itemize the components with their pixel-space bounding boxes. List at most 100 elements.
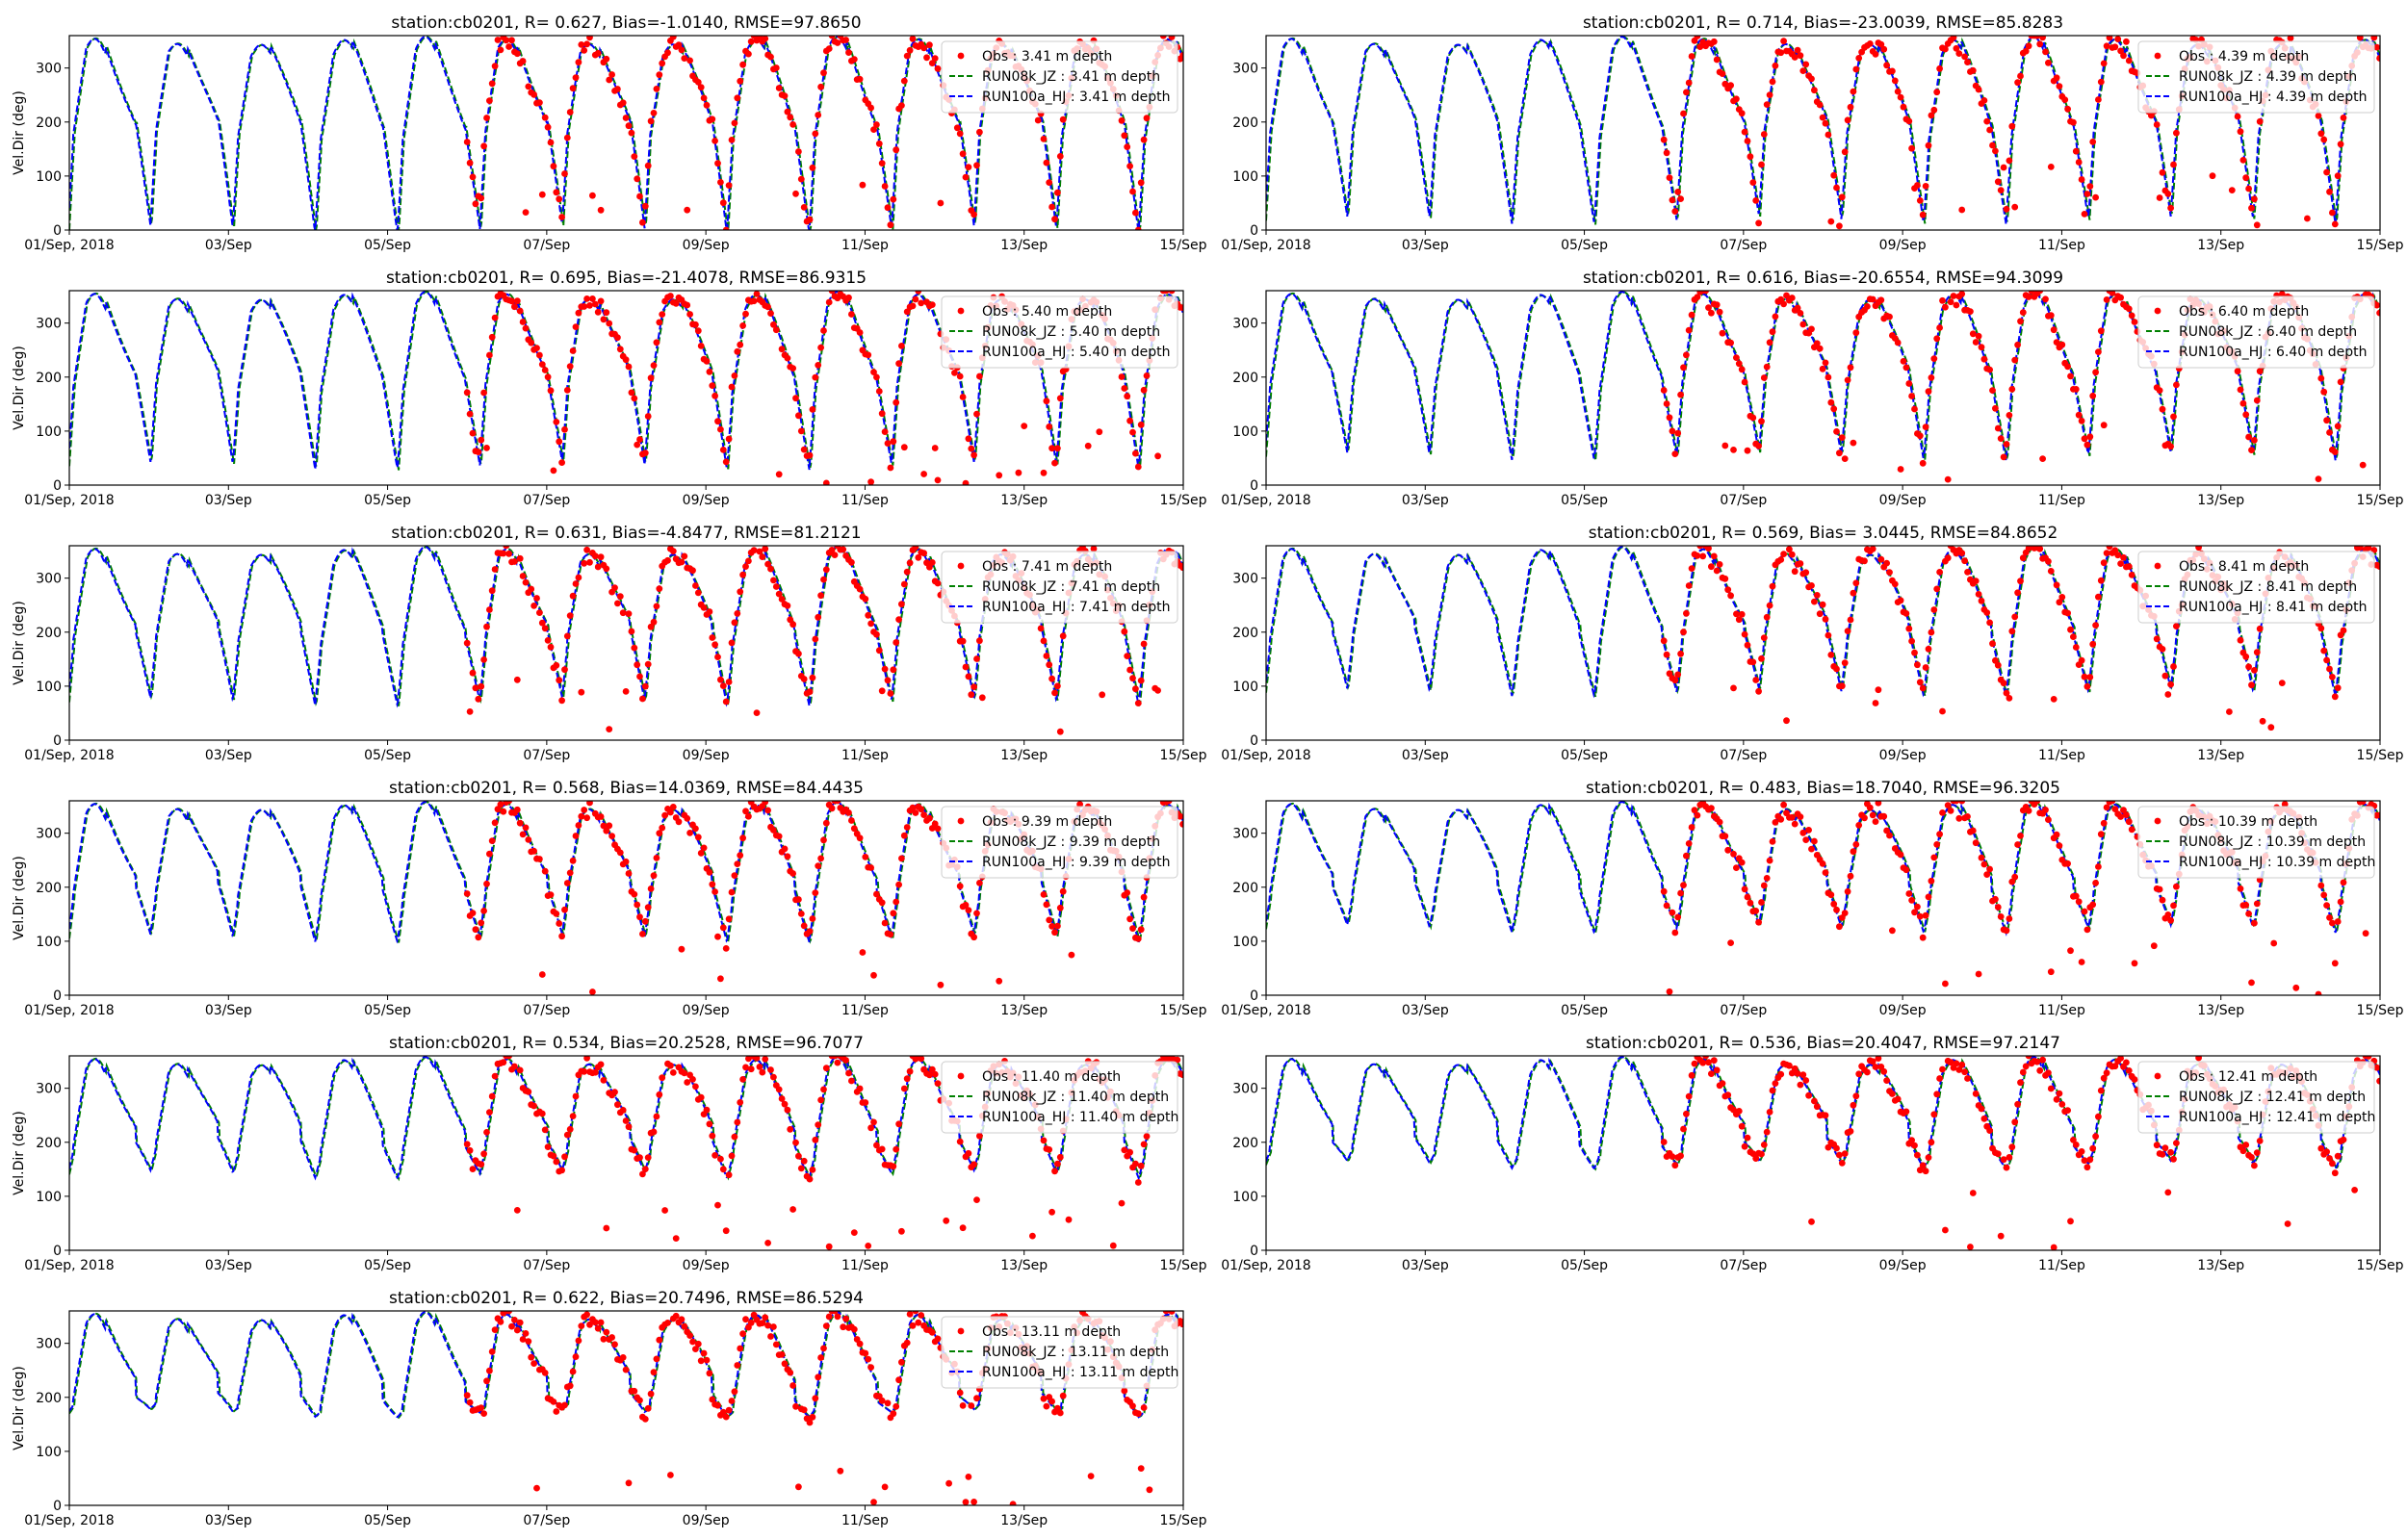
obs-point [1933,335,1941,343]
obs-point [572,74,580,81]
obs-point [589,192,596,199]
obs-point [550,467,557,475]
obs-point [1179,1321,1183,1328]
obs-point [862,1099,869,1106]
obs-point [483,1377,490,1385]
obs-point [1760,374,1768,381]
obs-point [1886,313,1893,321]
obs-point [2248,204,2255,212]
obs-point [2253,1149,2261,1156]
subplot-title: station:cb0201, R= 0.631, Bias=-4.8477, … [391,524,861,543]
obs-point [2359,801,2367,806]
x-tick-label: 05/Sep [364,1513,411,1528]
obs-point [976,128,983,136]
obs-point [2170,1155,2177,1163]
obs-point [792,395,799,402]
obs-point [2070,1137,2077,1143]
obs-point [2097,577,2105,584]
obs-point [1137,421,1145,428]
legend-entry: RUN100a_HJ : 9.39 m depth [982,855,1170,870]
obs-point [1040,891,1048,898]
obs-point [672,299,680,307]
x-tick-label: 13/Sep [2197,1258,2244,1273]
obs-point [2050,1244,2058,1250]
obs-point [895,360,902,368]
obs-point [1942,45,1949,53]
obs-point [2159,646,2166,653]
obs-point [1827,891,1835,899]
obs-point [728,137,736,143]
obs-point [597,206,605,214]
obs-point [1059,887,1067,895]
y-axis-label: Vel.Dir (deg) [12,1366,27,1450]
obs-point [971,211,977,218]
obs-point [644,904,652,911]
obs-point [556,438,563,446]
obs-point [480,1150,487,1158]
obs-point [745,557,752,565]
obs-point [2334,684,2342,692]
obs-point [959,1402,967,1409]
obs-point [2278,291,2286,297]
obs-point [2170,161,2177,168]
obs-point [1741,378,1748,386]
legend-box [2137,40,2375,114]
obs-point [2373,1064,2380,1071]
obs-point [2334,918,2342,925]
obs-point [1747,899,1754,907]
obs-point [1763,101,1771,108]
obs-point [909,302,917,310]
legend-entry: RUN08k_JZ : 4.39 m depth [2179,69,2357,85]
y-tick-label: 200 [36,626,62,641]
obs-point [772,326,780,334]
y-tick-label: 100 [36,169,62,185]
x-tick-label: 05/Sep [1561,1003,1608,1018]
obs-point [1833,1144,1840,1152]
obs-point [561,170,568,177]
obs-point [528,339,535,346]
obs-point [1713,301,1721,309]
obs-point [903,308,911,316]
obs-point [2006,695,2013,702]
obs-point [622,1117,630,1124]
obs-point [2089,139,2097,145]
obs-point [1872,1064,1879,1070]
obs-point [1958,206,1966,214]
obs-point [745,50,752,58]
obs-point [906,46,914,54]
obs-point [1056,728,1064,735]
obs-point [881,665,889,673]
obs-point [1822,869,1829,876]
obs-point [1688,565,1695,572]
obs-point [1833,906,1840,913]
obs-point [1134,226,1142,230]
obs-point [1905,380,1913,387]
obs-point [1140,1141,1148,1148]
obs-point [900,580,908,588]
obs-point [1046,424,1053,430]
obs-point [812,1395,819,1402]
obs-point [650,362,658,369]
obs-point [1724,586,1732,594]
obs-point [1905,625,1913,632]
obs-point [1140,893,1148,901]
obs-point [890,910,897,917]
obs-point [1994,661,2002,669]
obs-point [956,372,964,380]
obs-point [890,438,897,446]
obs-point [1134,1410,1142,1418]
obs-point [1763,613,1771,621]
obs-point [1838,1160,1846,1167]
obs-point [686,830,693,836]
y-tick-label: 300 [36,1082,62,1097]
obs-point [1669,196,1676,204]
obs-point [1177,812,1183,820]
obs-point [1791,820,1799,828]
legend-entry: RUN100a_HJ : 8.41 m depth [2179,600,2367,615]
obs-point [516,554,524,562]
obs-point [1034,116,1042,124]
obs-point [531,1360,537,1367]
obs-point [611,584,618,591]
